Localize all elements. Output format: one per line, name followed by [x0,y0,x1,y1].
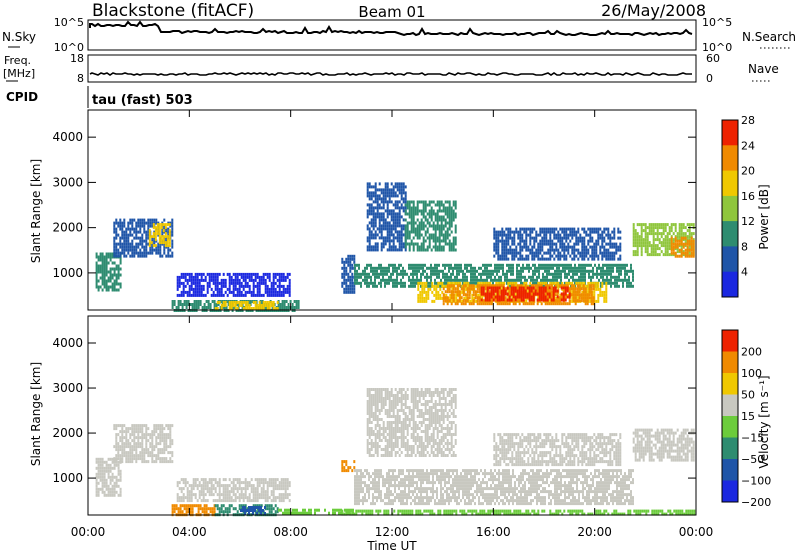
colorbar-tick-0-0: 4 [741,266,748,279]
freq-left-tick-bottom: 8 [77,72,84,85]
ytick-label-0-2: 3000 [52,175,83,189]
ytick-label-1-1: 2000 [52,426,83,440]
data-region-8 [404,200,457,252]
velocity-colorbar-label: Velocity [m s⁻¹] [757,375,771,468]
colorbar-swatch-0-1 [722,145,738,172]
data-region-0 [95,252,122,292]
data-region-0 [95,457,122,497]
colorbar-swatch-1-6 [722,459,738,481]
freq-unit-label: [MHz] [3,67,35,80]
colorbar-tick-0-1: 8 [741,240,748,253]
data-region-4 [214,301,279,310]
station-title: Blackstone (fitACF) [92,1,254,21]
colorbar-swatch-0-2 [722,170,738,197]
sky-panel-frame [87,19,697,51]
nave-label: Nave [748,62,779,76]
cpid-value: tau (fast) 503 [92,93,193,108]
ytick-label-0-1: 2000 [52,221,83,235]
colorbar-swatch-0-3 [722,195,738,222]
beam-title: Beam 01 [358,3,425,21]
ytick-label-0-0: 1000 [52,266,83,280]
colorbar-swatch-1-5 [722,437,738,460]
colorbar-swatch-0-4 [722,221,738,247]
colorbar-swatch-0-5 [722,246,738,273]
colorbar-swatch-0-6 [722,271,738,298]
colorbar-tick-1-1: 100 [741,367,762,380]
nave-right-tick-bottom: 0 [706,72,713,85]
velocity-panel: 1000 2000 3000 4000 00:00 04:00 08:00 12:00 16:0… [52,315,771,539]
xtick-label-1: 04:00 [172,525,207,539]
colorbar-tick-0-5: 24 [741,139,755,152]
data-region-15 [493,227,622,261]
data-region-9 [354,469,634,506]
colorbar-swatch-0-0 [722,120,738,146]
xtick-label-5: 20:00 [577,525,612,539]
ytick-label-1-2: 3000 [52,381,83,395]
colorbar-swatch-1-1 [722,351,738,374]
colorbar-swatch-1-0 [722,330,738,352]
data-region-10 [632,428,695,462]
colorbar-frame-1 [721,329,739,503]
colorbar-tick-1-7: −200 [741,496,771,509]
colorbar-tick-1-5: −50 [741,453,764,466]
data-region-4 [240,506,266,515]
data-region-12 [341,509,696,516]
power-colorbar-label: Power [dB] [757,184,771,249]
colorbar-tick-1-6: −100 [741,475,771,488]
sky-right-tick-bottom: 10^0 [702,41,732,54]
xtick-label-4: 16:00 [476,525,511,539]
freq-left-tick-top: 18 [70,52,84,65]
colorbar-swatch-1-4 [722,416,738,438]
cpid-label: CPID [6,90,38,104]
data-region-1 [113,424,174,464]
date-title: 26/May/2008 [601,1,706,20]
data-region-5 [176,272,291,297]
colorbar-swatch-1-3 [722,394,738,417]
data-region-14 [670,236,695,258]
xtick-label-2: 08:00 [273,525,308,539]
data-region-11 [493,433,622,467]
data-region-2 [148,223,171,248]
velocity-ylabel: Slant Range [km] [29,362,43,466]
ytick-label-0-3: 4000 [52,130,83,144]
nsearch-label: N.Search [742,30,796,44]
power-ylabel: Slant Range [km] [29,159,43,263]
colorbar-swatch-1-7 [722,480,738,503]
freq-panel-frame [87,54,697,83]
freq-trace [89,72,692,76]
colorbar-tick-0-4: 20 [741,165,755,178]
xtick-label-3: 12:00 [375,525,410,539]
colorbar-tick-1-4: −15 [741,432,764,445]
colorbar-frame-0 [721,119,739,298]
data-region-7 [366,182,407,252]
ytick-label-1-3: 4000 [52,336,83,350]
data-region-6 [176,478,291,503]
sky-right-tick-top: 10^5 [702,16,732,29]
colorbar-swatch-1-2 [722,373,738,395]
data-region-12 [480,286,571,302]
data-region-2 [171,504,216,517]
nsky-trace [89,20,693,37]
ytick-label-1-0: 1000 [52,471,83,485]
nsky-label: N.Sky [2,30,36,44]
colorbar-tick-0-2: 12 [741,215,755,228]
power-panel: 1000 2000 3000 4000 4 8 12 16 20 24 28 [52,109,755,312]
colorbar-tick-0-3: 16 [741,190,755,203]
data-region-7 [341,460,356,473]
nave-right-tick-top: 60 [706,52,720,65]
data-region-8 [366,388,457,457]
xtick-label-6: 00:00 [679,525,714,539]
x-axis-label: Time UT [366,539,417,553]
sky-left-tick-top: 10^5 [54,16,84,29]
colorbar-tick-1-3: 15 [741,410,755,423]
colorbar-tick-1-0: 200 [741,346,762,359]
freq-label: Freq. [4,54,31,67]
sky-left-tick-bottom: 10^0 [54,41,84,54]
colorbar-tick-1-2: 50 [741,389,755,402]
colorbar-tick-0-6: 28 [741,114,755,127]
data-region-6 [341,254,356,294]
xtick-label-0: 00:00 [71,525,106,539]
